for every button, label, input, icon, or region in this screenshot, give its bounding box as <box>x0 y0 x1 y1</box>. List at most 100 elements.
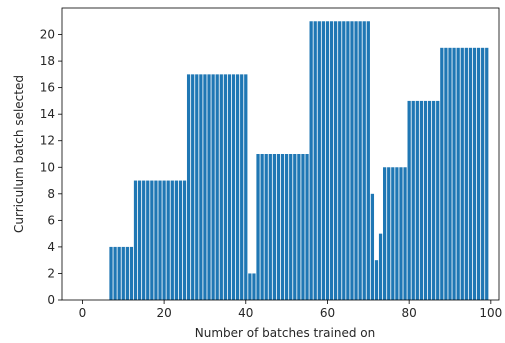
y-tick-label: 14 <box>40 107 55 121</box>
bar <box>415 100 419 300</box>
bar <box>448 47 452 300</box>
bar <box>215 74 219 300</box>
y-tick-label: 6 <box>47 213 55 227</box>
bar <box>117 246 121 300</box>
x-axis-ticks: 0 20 40 60 80 100 <box>79 300 502 320</box>
bar <box>350 21 354 301</box>
bar <box>129 246 134 300</box>
bar <box>199 74 203 300</box>
bar <box>142 180 146 300</box>
bar <box>235 74 240 300</box>
bar <box>268 154 272 300</box>
y-tick-label: 10 <box>40 160 55 174</box>
bar <box>321 21 326 301</box>
bar <box>325 21 330 301</box>
bar <box>387 167 391 300</box>
bar <box>346 21 350 301</box>
bar <box>313 21 317 301</box>
bar <box>244 74 248 300</box>
bar <box>329 21 334 301</box>
bar <box>133 180 138 300</box>
bar <box>366 21 370 301</box>
y-tick-label: 16 <box>40 81 55 95</box>
bar <box>468 47 473 300</box>
bar <box>207 74 211 300</box>
bar <box>391 167 395 300</box>
bar <box>342 21 346 301</box>
bar <box>137 180 142 300</box>
bar <box>182 180 187 300</box>
bar <box>440 47 444 300</box>
bar <box>362 21 366 301</box>
bar <box>411 100 415 300</box>
bar <box>219 74 223 300</box>
bar <box>472 47 477 300</box>
bar <box>289 154 293 300</box>
x-axis-label: Number of batches trained on <box>195 326 375 340</box>
bar <box>109 246 113 300</box>
bar <box>436 100 440 300</box>
bar <box>284 154 289 300</box>
bar <box>166 180 170 300</box>
y-tick-label: 2 <box>47 266 55 280</box>
bar <box>146 180 150 300</box>
bar <box>309 21 313 301</box>
bar <box>231 74 236 300</box>
bar <box>481 47 485 300</box>
bar <box>358 21 362 301</box>
bar <box>456 47 460 300</box>
y-axis-ticks: 0 2 4 6 8 10 12 14 16 18 20 <box>40 28 62 307</box>
bar <box>195 74 199 300</box>
bar <box>162 180 166 300</box>
bar <box>444 47 448 300</box>
bar <box>338 21 342 301</box>
bar <box>252 273 256 300</box>
bar <box>154 180 158 300</box>
bar <box>280 154 285 300</box>
bar <box>174 180 178 300</box>
bar <box>178 180 183 300</box>
x-tick-label: 100 <box>479 306 502 320</box>
bar <box>485 47 489 300</box>
bar <box>354 21 358 301</box>
bar <box>260 154 264 300</box>
bar <box>301 154 305 300</box>
bar <box>419 100 424 300</box>
bar <box>276 154 281 300</box>
bar <box>203 74 207 300</box>
bar <box>452 47 456 300</box>
bar <box>460 47 464 300</box>
y-tick-label: 0 <box>47 293 55 307</box>
y-axis-label: Curriculum batch selected <box>12 75 26 233</box>
bar <box>227 74 232 300</box>
bar <box>374 260 379 300</box>
bar <box>305 154 309 300</box>
bar <box>403 167 407 300</box>
bar <box>383 167 387 300</box>
bar <box>125 246 129 300</box>
x-tick-label: 20 <box>156 306 171 320</box>
bar <box>150 180 154 300</box>
x-tick-label: 40 <box>238 306 253 320</box>
y-tick-label: 12 <box>40 134 55 148</box>
x-tick-label: 60 <box>320 306 335 320</box>
bar <box>432 100 436 300</box>
bar <box>170 180 174 300</box>
bar <box>211 74 215 300</box>
bar <box>464 47 468 300</box>
plot-frame <box>61 7 500 301</box>
y-tick-label: 20 <box>40 28 55 42</box>
bar <box>378 233 383 300</box>
bar <box>427 100 432 300</box>
bar <box>293 154 297 300</box>
y-tick-label: 8 <box>47 187 55 201</box>
bar <box>370 193 375 300</box>
bar <box>240 74 244 300</box>
bar <box>264 154 268 300</box>
bar <box>334 21 338 301</box>
bar <box>191 74 195 300</box>
bar <box>223 74 227 300</box>
bar <box>399 167 403 300</box>
x-tick-label: 80 <box>402 306 417 320</box>
